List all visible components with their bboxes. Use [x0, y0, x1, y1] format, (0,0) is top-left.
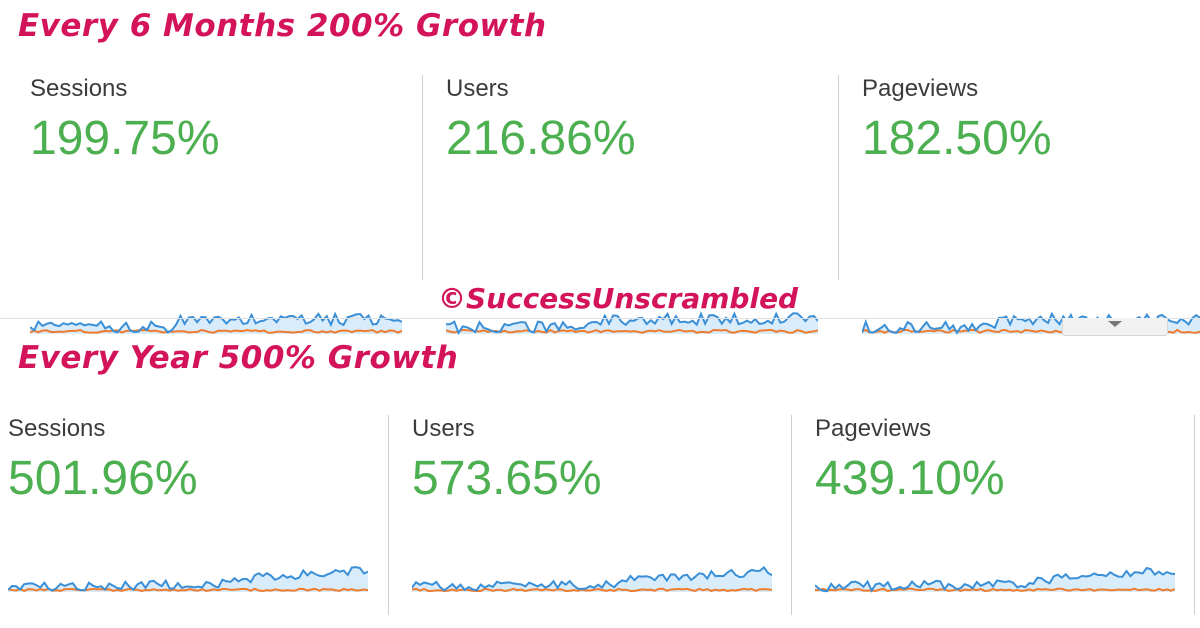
card-sessions-year[interactable]: Sessions 501.96% — [8, 415, 378, 625]
metric-value-users: 216.86% — [446, 112, 636, 165]
section-divider — [0, 318, 1200, 319]
sparkline-previous-period — [412, 587, 772, 593]
headline-six-months: Every 6 Months 200% Growth — [18, 8, 547, 44]
sparkline-area — [446, 313, 818, 334]
card-divider — [422, 75, 423, 280]
sparkline-current-period — [815, 566, 1175, 593]
sparkline-area — [8, 567, 368, 592]
metric-value-users: 573.65% — [412, 452, 602, 505]
sparkline-sessions-6m — [30, 311, 402, 334]
sparkline-previous-period — [8, 587, 368, 593]
watermark: ©SuccessUnscrambled — [438, 282, 799, 315]
metric-label-users: Users — [446, 75, 509, 102]
metric-value-sessions: 199.75% — [30, 112, 220, 165]
metric-label-sessions: Sessions — [8, 415, 106, 442]
card-divider — [838, 75, 839, 280]
sparkline-current-period — [8, 566, 368, 592]
sparkline-previous-period — [815, 587, 1175, 593]
sparkline-current-period — [30, 311, 402, 334]
headline-yearly: Every Year 500% Growth — [18, 340, 459, 376]
sparkline-users-6m — [446, 311, 818, 336]
metric-value-pageviews: 439.10% — [815, 452, 1005, 505]
card-divider — [1194, 415, 1195, 615]
sparkline-users-year — [412, 565, 772, 593]
metric-value-sessions: 501.96% — [8, 452, 198, 505]
card-divider — [388, 415, 389, 615]
metric-label-sessions: Sessions — [30, 75, 128, 102]
metric-label-pageviews: Pageviews — [862, 75, 979, 102]
sparkline-pageviews-year — [815, 566, 1175, 593]
card-pageviews-6m[interactable]: Pageviews 182.50% — [862, 75, 1200, 335]
sparkline-area — [815, 568, 1175, 592]
metric-label-pageviews: Pageviews — [815, 415, 932, 442]
sparkline-current-period — [412, 565, 772, 592]
sparkline-sessions-year — [8, 566, 368, 593]
sparkline-area — [412, 567, 772, 592]
card-divider — [791, 415, 792, 615]
sparkline-previous-period — [446, 328, 818, 334]
metric-label-users: Users — [412, 415, 475, 442]
chevron-down-icon — [1108, 321, 1122, 327]
card-users-year[interactable]: Users 573.65% — [412, 415, 782, 625]
collapse-toggle-button[interactable] — [1062, 318, 1168, 336]
card-sessions-6m[interactable]: Sessions 199.75% — [30, 75, 410, 334]
card-users-6m[interactable]: Users 216.86% — [446, 75, 826, 336]
sparkline-current-period — [446, 311, 818, 336]
sparkline-area — [30, 313, 402, 334]
card-pageviews-year[interactable]: Pageviews 439.10% — [815, 415, 1185, 625]
metric-value-pageviews: 182.50% — [862, 112, 1052, 165]
sparkline-previous-period — [30, 328, 402, 334]
